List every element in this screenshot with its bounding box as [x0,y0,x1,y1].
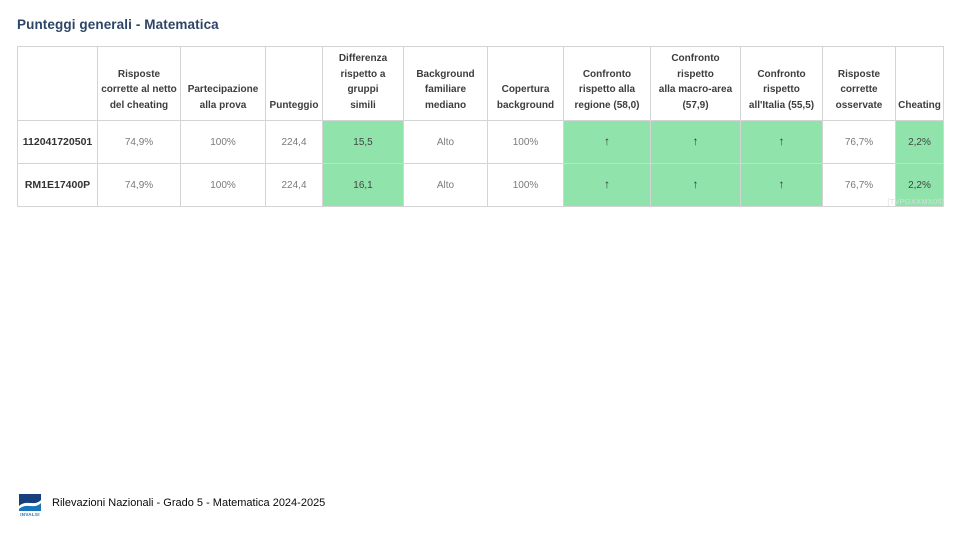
row-label: RM1E17400P [17,163,98,207]
table-cell: 224,4 [265,163,323,207]
page-title: Punteggi generali - Matematica [17,17,219,32]
table-cell: 74,9% [97,120,181,164]
header-cell-confronto-regione: Confronto rispetto alla regione (58,0) [563,46,651,121]
header-cell-empty [17,46,98,121]
table-cell-differenza: 16,1 [322,163,404,207]
invalsi-logo-text: INVALSI [20,512,40,517]
header-cell-punteggio: Punteggio [265,46,323,121]
header-cell-cheating: Cheating [895,46,944,121]
table-header-row: Risposte corrette al netto del cheating … [17,46,944,121]
table-cell-cheating: 2,2% [895,163,944,207]
table-cell-cheating: 2,2% [895,120,944,164]
up-arrow-cell: ↑ [563,120,651,164]
header-cell-risposte-osservate: Risposte corrette osservate [822,46,896,121]
table-cell-differenza: 15,5 [322,120,404,164]
header-cell-confronto-italia: Confronto rispetto all'Italia (55,5) [740,46,823,121]
table-cell: 74,9% [97,163,181,207]
invalsi-logo-icon [19,494,41,511]
table-cell: 100% [487,163,564,207]
up-arrow-cell: ↑ [650,120,741,164]
table-cell: 100% [180,163,266,207]
header-cell-background-familiare: Background familiare mediano [403,46,488,121]
header-cell-differenza-gruppi-simili: Differenza rispetto a gruppi simili [322,46,404,121]
up-arrow-cell: ↑ [740,163,823,207]
table-row: 112041720501 74,9% 100% 224,4 15,5 Alto … [17,120,944,164]
row-label: 112041720501 [17,120,98,164]
invalsi-logo: INVALSI [17,494,43,517]
table-cell: 224,4 [265,120,323,164]
footer-caption: Rilevazioni Nazionali - Grado 5 - Matema… [52,496,326,509]
up-arrow-cell: ↑ [740,120,823,164]
up-arrow-cell: ↑ [650,163,741,207]
header-cell-confronto-macroarea: Confronto rispetto alla macro-area (57,9… [650,46,741,121]
report-code-watermark: [TVPGXXMX05] [887,197,944,206]
table-cell: Alto [403,120,488,164]
header-cell-partecipazione: Partecipazione alla prova [180,46,266,121]
table-cell: Alto [403,163,488,207]
up-arrow-cell: ↑ [563,163,651,207]
table-cell: 76,7% [822,163,896,207]
scores-table: Risposte corrette al netto del cheating … [17,46,944,207]
table-cell: 76,7% [822,120,896,164]
table-row: RM1E17400P 74,9% 100% 224,4 16,1 Alto 10… [17,163,944,207]
table-cell: 100% [487,120,564,164]
footer: INVALSI Rilevazioni Nazionali - Grado 5 … [17,494,325,517]
table-cell: 100% [180,120,266,164]
header-cell-copertura-background: Copertura background [487,46,564,121]
header-cell-risposte-corrette-nette: Risposte corrette al netto del cheating [97,46,181,121]
